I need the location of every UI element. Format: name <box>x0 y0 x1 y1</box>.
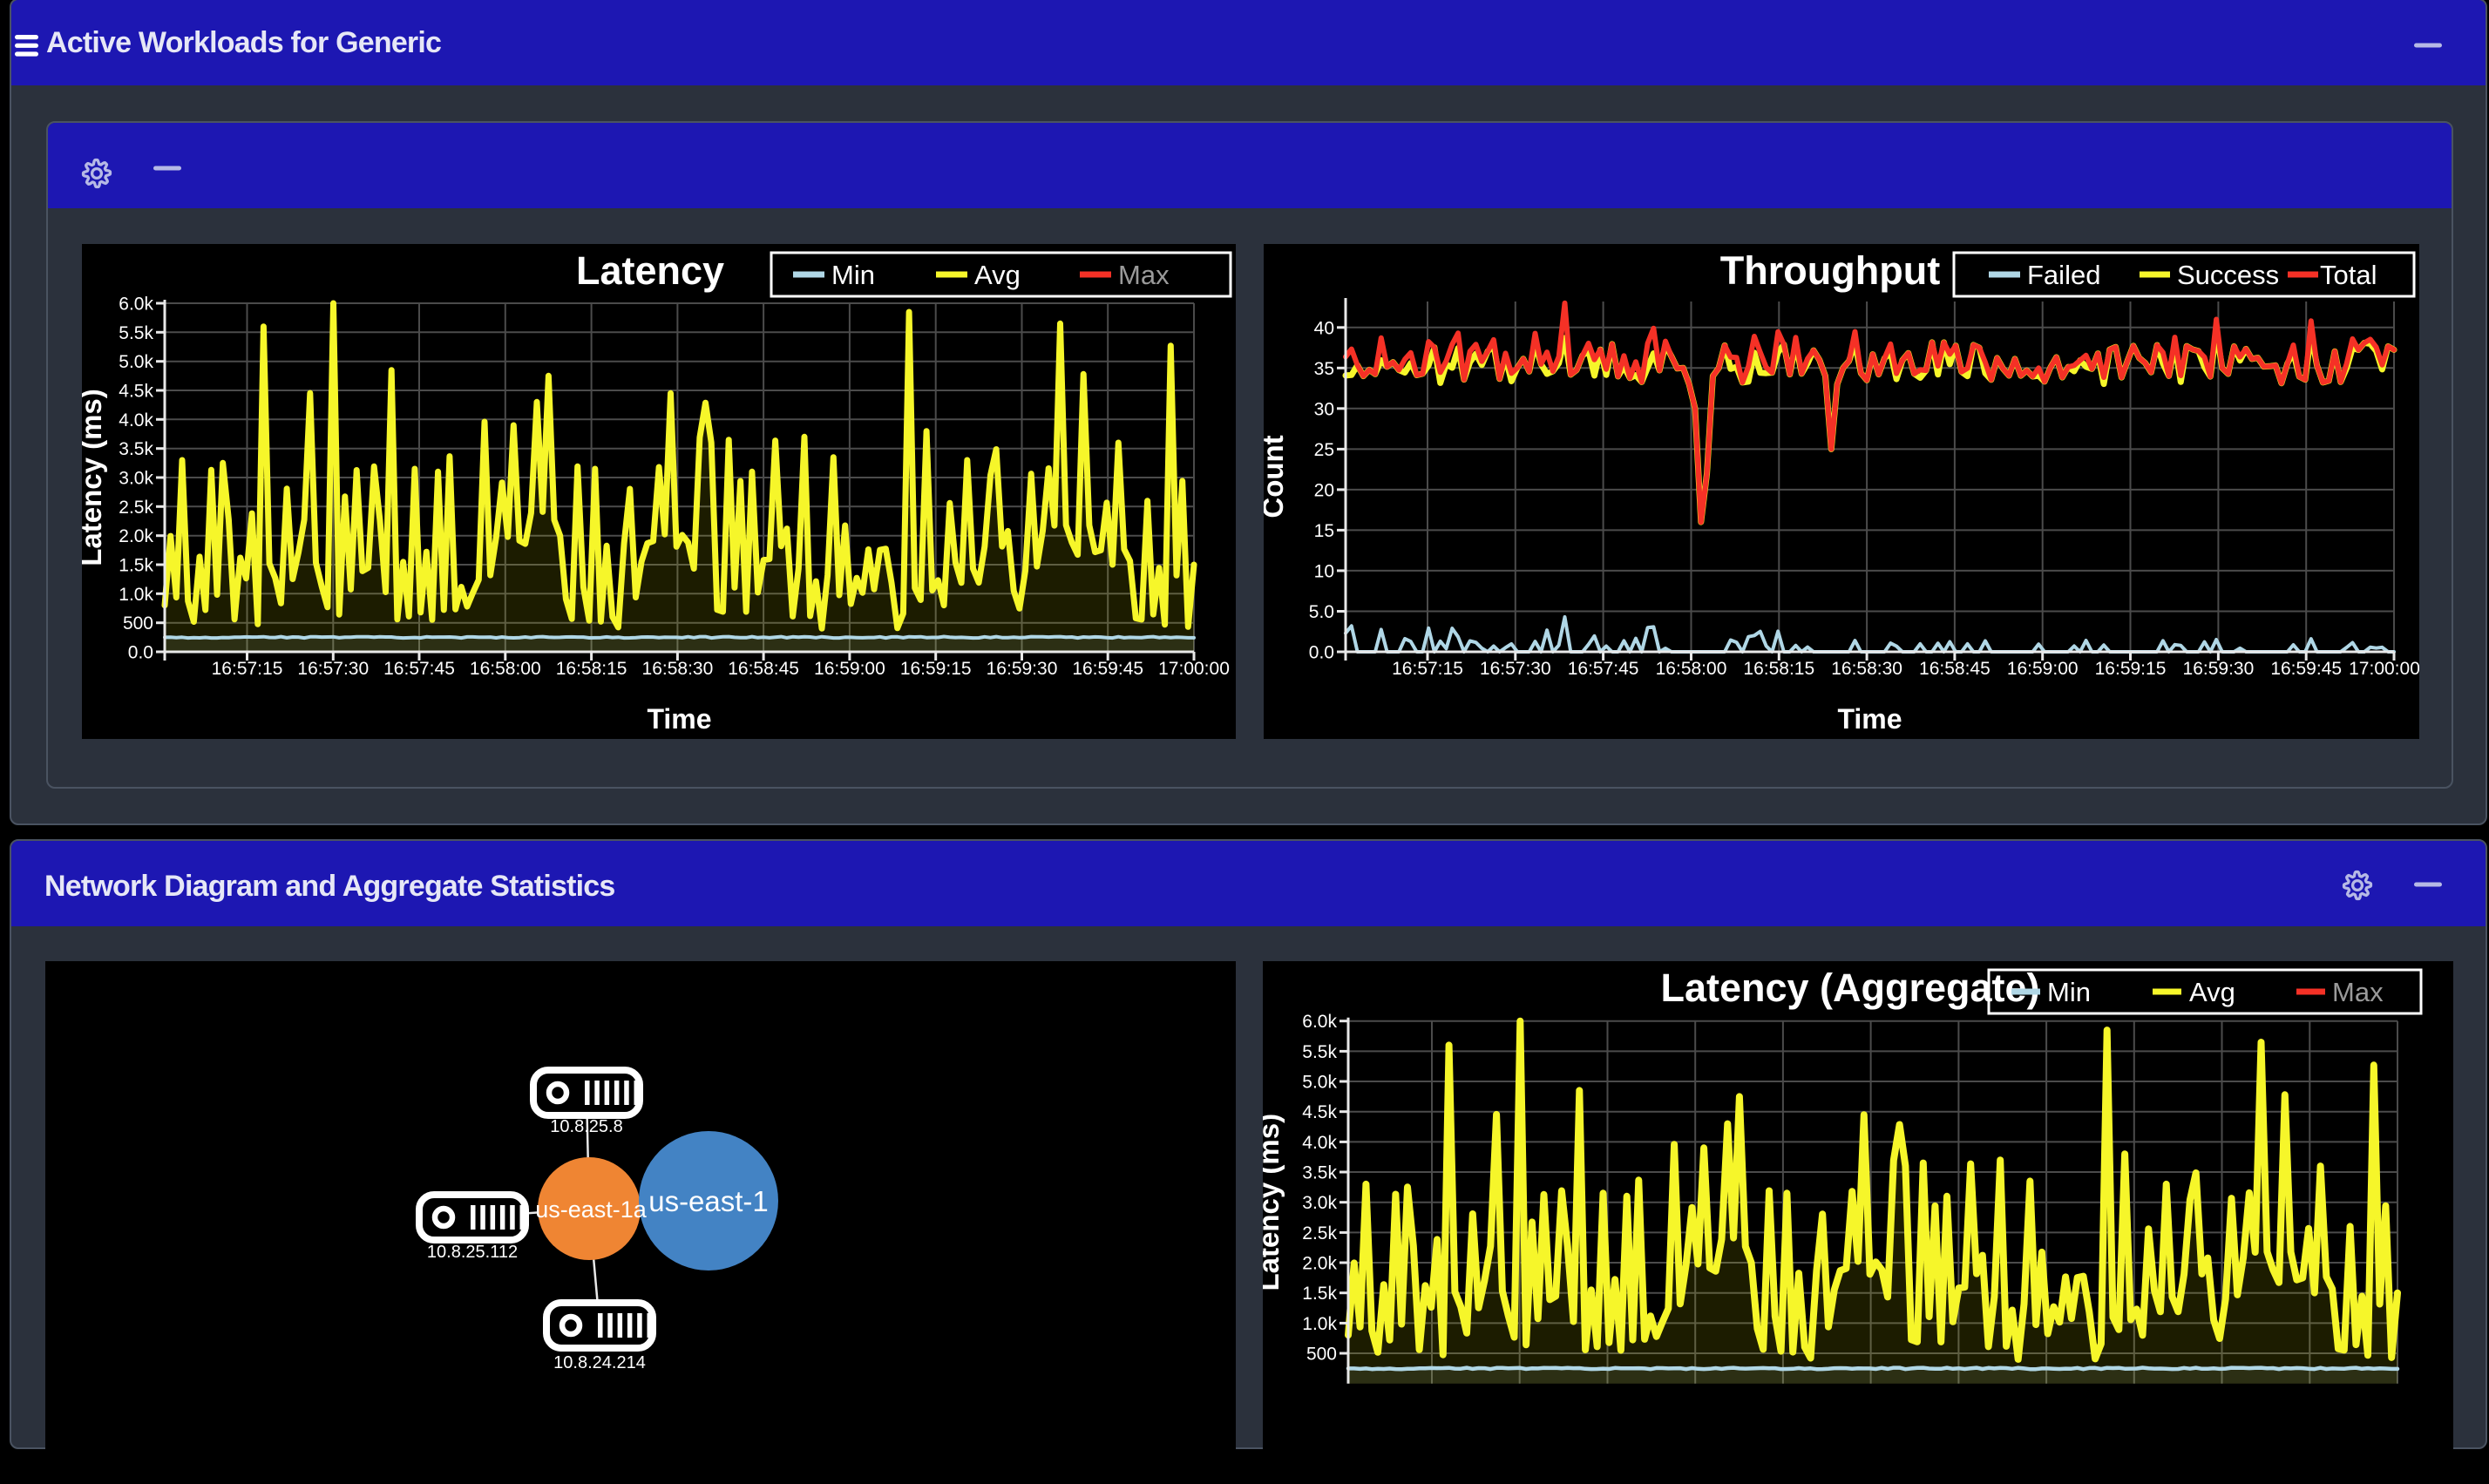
svg-text:15: 15 <box>1314 521 1334 541</box>
svg-text:10.8.24.214: 10.8.24.214 <box>553 1353 646 1372</box>
svg-text:2.5k: 2.5k <box>119 498 153 518</box>
svg-text:20: 20 <box>1314 480 1334 500</box>
svg-text:4.0k: 4.0k <box>119 410 153 430</box>
svg-text:16:58:45: 16:58:45 <box>1919 659 1991 679</box>
svg-text:2.5k: 2.5k <box>1302 1223 1337 1243</box>
svg-text:16:58:15: 16:58:15 <box>556 659 627 679</box>
svg-text:16:57:30: 16:57:30 <box>1480 659 1551 679</box>
svg-text:16:59:00: 16:59:00 <box>2007 659 2079 679</box>
svg-text:16:58:00: 16:58:00 <box>470 659 541 679</box>
svg-text:16:59:15: 16:59:15 <box>900 659 972 679</box>
svg-text:16:58:30: 16:58:30 <box>1831 659 1902 679</box>
svg-text:16:59:30: 16:59:30 <box>987 659 1058 679</box>
svg-text:Latency: Latency <box>576 248 724 293</box>
svg-text:5.0k: 5.0k <box>1302 1073 1337 1093</box>
svg-text:30: 30 <box>1314 399 1334 419</box>
svg-text:17:00:00: 17:00:00 <box>1158 659 1230 679</box>
svg-text:Throughput: Throughput <box>1720 248 1940 293</box>
svg-text:4.0k: 4.0k <box>1302 1133 1337 1153</box>
svg-text:3.5k: 3.5k <box>1302 1163 1337 1183</box>
svg-text:3.0k: 3.0k <box>1302 1193 1337 1213</box>
svg-text:5.5k: 5.5k <box>1302 1042 1337 1062</box>
svg-text:16:59:30: 16:59:30 <box>2183 659 2255 679</box>
svg-text:Latency (ms): Latency (ms) <box>82 389 107 566</box>
svg-text:Failed: Failed <box>2027 260 2100 290</box>
svg-text:16:57:45: 16:57:45 <box>1568 659 1639 679</box>
svg-text:16:57:15: 16:57:15 <box>212 659 283 679</box>
svg-text:3.5k: 3.5k <box>119 439 153 459</box>
svg-text:16:59:15: 16:59:15 <box>2095 659 2167 679</box>
svg-text:Count: Count <box>1264 435 1289 518</box>
svg-text:0.0: 0.0 <box>1309 643 1334 663</box>
svg-text:Latency (ms): Latency (ms) <box>1263 1114 1285 1291</box>
svg-text:5.5k: 5.5k <box>119 323 153 343</box>
svg-text:Max: Max <box>2332 977 2384 1007</box>
svg-text:1.0k: 1.0k <box>119 585 153 605</box>
svg-text:16:57:15: 16:57:15 <box>1392 659 1463 679</box>
svg-text:Min: Min <box>2047 977 2091 1007</box>
svg-text:16:58:30: 16:58:30 <box>642 659 714 679</box>
svg-text:3.0k: 3.0k <box>119 469 153 489</box>
svg-text:10.8.25.8: 10.8.25.8 <box>550 1117 622 1136</box>
svg-text:Total: Total <box>2320 260 2377 290</box>
svg-text:16:58:45: 16:58:45 <box>728 659 799 679</box>
svg-text:Avg: Avg <box>974 260 1021 290</box>
svg-text:Avg: Avg <box>2189 977 2235 1007</box>
svg-text:4.5k: 4.5k <box>1302 1102 1337 1122</box>
svg-text:Max: Max <box>1118 260 1170 290</box>
svg-text:1.0k: 1.0k <box>1302 1314 1337 1334</box>
svg-text:6.0k: 6.0k <box>119 295 153 315</box>
svg-text:6.0k: 6.0k <box>1302 1012 1337 1032</box>
svg-text:2.0k: 2.0k <box>119 526 153 546</box>
svg-text:1.5k: 1.5k <box>119 556 153 576</box>
svg-text:Time: Time <box>1837 703 1902 735</box>
svg-text:25: 25 <box>1314 440 1334 460</box>
svg-text:5.0k: 5.0k <box>119 352 153 372</box>
svg-text:16:58:15: 16:58:15 <box>1743 659 1814 679</box>
svg-text:Latency (Aggregate): Latency (Aggregate) <box>1660 966 2039 1010</box>
svg-text:Min: Min <box>831 260 875 290</box>
svg-text:16:57:30: 16:57:30 <box>297 659 369 679</box>
svg-text:Time: Time <box>647 703 711 735</box>
svg-text:Success: Success <box>2177 260 2279 290</box>
svg-text:16:58:00: 16:58:00 <box>1656 659 1727 679</box>
svg-text:2.0k: 2.0k <box>1302 1254 1337 1274</box>
svg-text:40: 40 <box>1314 318 1334 338</box>
svg-text:500: 500 <box>1306 1345 1337 1365</box>
svg-text:1.5k: 1.5k <box>1302 1284 1337 1304</box>
svg-text:16:59:45: 16:59:45 <box>1072 659 1143 679</box>
svg-text:us-east-1: us-east-1 <box>648 1185 769 1217</box>
svg-text:5.0: 5.0 <box>1309 602 1334 622</box>
svg-text:0.0: 0.0 <box>128 643 153 663</box>
svg-text:16:59:00: 16:59:00 <box>814 659 885 679</box>
svg-text:4.5k: 4.5k <box>119 382 153 402</box>
svg-text:16:59:45: 16:59:45 <box>2270 659 2342 679</box>
svg-text:us-east-1a: us-east-1a <box>535 1196 648 1223</box>
svg-text:10.8.25.112: 10.8.25.112 <box>427 1243 518 1262</box>
svg-text:16:57:45: 16:57:45 <box>383 659 455 679</box>
svg-text:35: 35 <box>1314 359 1334 379</box>
svg-text:10: 10 <box>1314 561 1334 581</box>
svg-text:17:00:00: 17:00:00 <box>2349 659 2419 679</box>
svg-text:500: 500 <box>123 613 153 634</box>
